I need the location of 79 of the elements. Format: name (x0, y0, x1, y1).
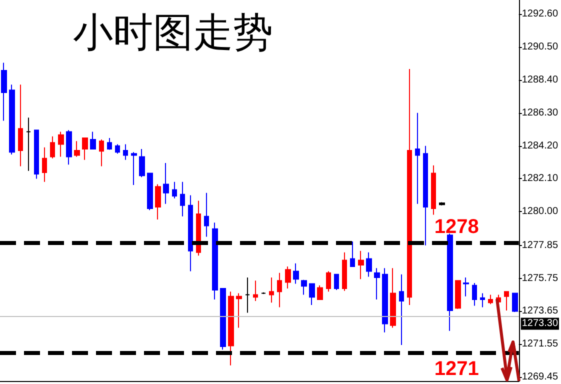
candlestick (472, 282, 477, 306)
y-tick-label: 1269.45 (522, 372, 558, 383)
candlestick (66, 130, 72, 166)
candlestick (115, 144, 120, 154)
chart-title: 小时图走势 (73, 10, 273, 56)
candlestick (155, 184, 161, 220)
candlestick (34, 130, 39, 180)
candlestick (261, 292, 266, 294)
candlestick (163, 162, 169, 204)
candlestick (334, 274, 339, 291)
candlestick (50, 136, 55, 159)
candlestick (172, 181, 177, 199)
candlestick (90, 131, 96, 150)
y-tick-label: 1273.65 (522, 306, 558, 317)
candlestick (204, 192, 209, 238)
candlestick (293, 262, 299, 284)
candlestick (147, 172, 153, 211)
candlestick (374, 268, 380, 300)
candlestick (342, 252, 347, 292)
candlestick (253, 280, 258, 302)
candlestick (366, 252, 372, 278)
candlestick (285, 266, 291, 289)
candlestick (220, 288, 226, 350)
candlestick (180, 181, 185, 217)
candlestick (447, 233, 453, 332)
candlestick (480, 292, 485, 308)
candlestick (423, 145, 428, 246)
candlestick (188, 194, 193, 272)
candlestick (18, 84, 23, 167)
candlestick (196, 200, 201, 256)
y-tick-label: 1277.85 (522, 240, 558, 251)
candlestick (228, 291, 234, 366)
y-tick-label: 1290.50 (522, 42, 558, 53)
candlestick (488, 294, 493, 305)
y-tick-label: 1282.10 (522, 173, 558, 184)
ref-line-label: 1273.30 (522, 318, 558, 330)
candlestick (212, 222, 218, 300)
candlestick (431, 164, 436, 216)
candlestick (269, 277, 274, 304)
candlestick (1, 62, 7, 122)
candlestick (358, 250, 364, 280)
y-tick-label: 1292.60 (522, 8, 558, 20)
candlestick (350, 240, 355, 268)
candlestick (504, 291, 509, 311)
candlestick (58, 131, 64, 158)
y-tick-label: 1271.55 (522, 338, 558, 350)
y-tick-label: 1284.20 (522, 140, 558, 152)
candlestick (512, 292, 518, 313)
candlestick (9, 84, 15, 155)
candlestick (317, 284, 323, 300)
candlestick (236, 292, 242, 328)
ref-line-label: 1271 (434, 358, 479, 380)
y-tick-label: 1288.40 (522, 74, 558, 86)
candlestick (301, 279, 307, 296)
candlestick (415, 112, 420, 204)
y-tick-label: 1275.75 (522, 272, 558, 284)
candlestick (82, 137, 88, 160)
candlestick (74, 140, 80, 158)
candlestick (382, 268, 388, 333)
candlestick (245, 277, 250, 314)
candlestick (439, 202, 445, 206)
candlestick (407, 68, 412, 306)
candlestick (455, 280, 461, 310)
candlestick (309, 283, 315, 306)
candlestick (277, 272, 282, 308)
candlestick (107, 137, 112, 150)
candlestick (399, 274, 404, 346)
candlestick (26, 117, 31, 172)
y-tick-label: 1286.30 (522, 107, 558, 118)
candlestick (463, 277, 469, 297)
candlestick (326, 270, 331, 292)
candlestick (390, 268, 396, 328)
ref-line-label: 1278 (434, 216, 479, 238)
candlestick (42, 146, 47, 182)
candlestick (99, 139, 104, 167)
y-tick-label: 1280.00 (522, 206, 558, 218)
candlestick (139, 148, 145, 178)
candlestick (123, 144, 128, 160)
candlestick (131, 152, 137, 186)
